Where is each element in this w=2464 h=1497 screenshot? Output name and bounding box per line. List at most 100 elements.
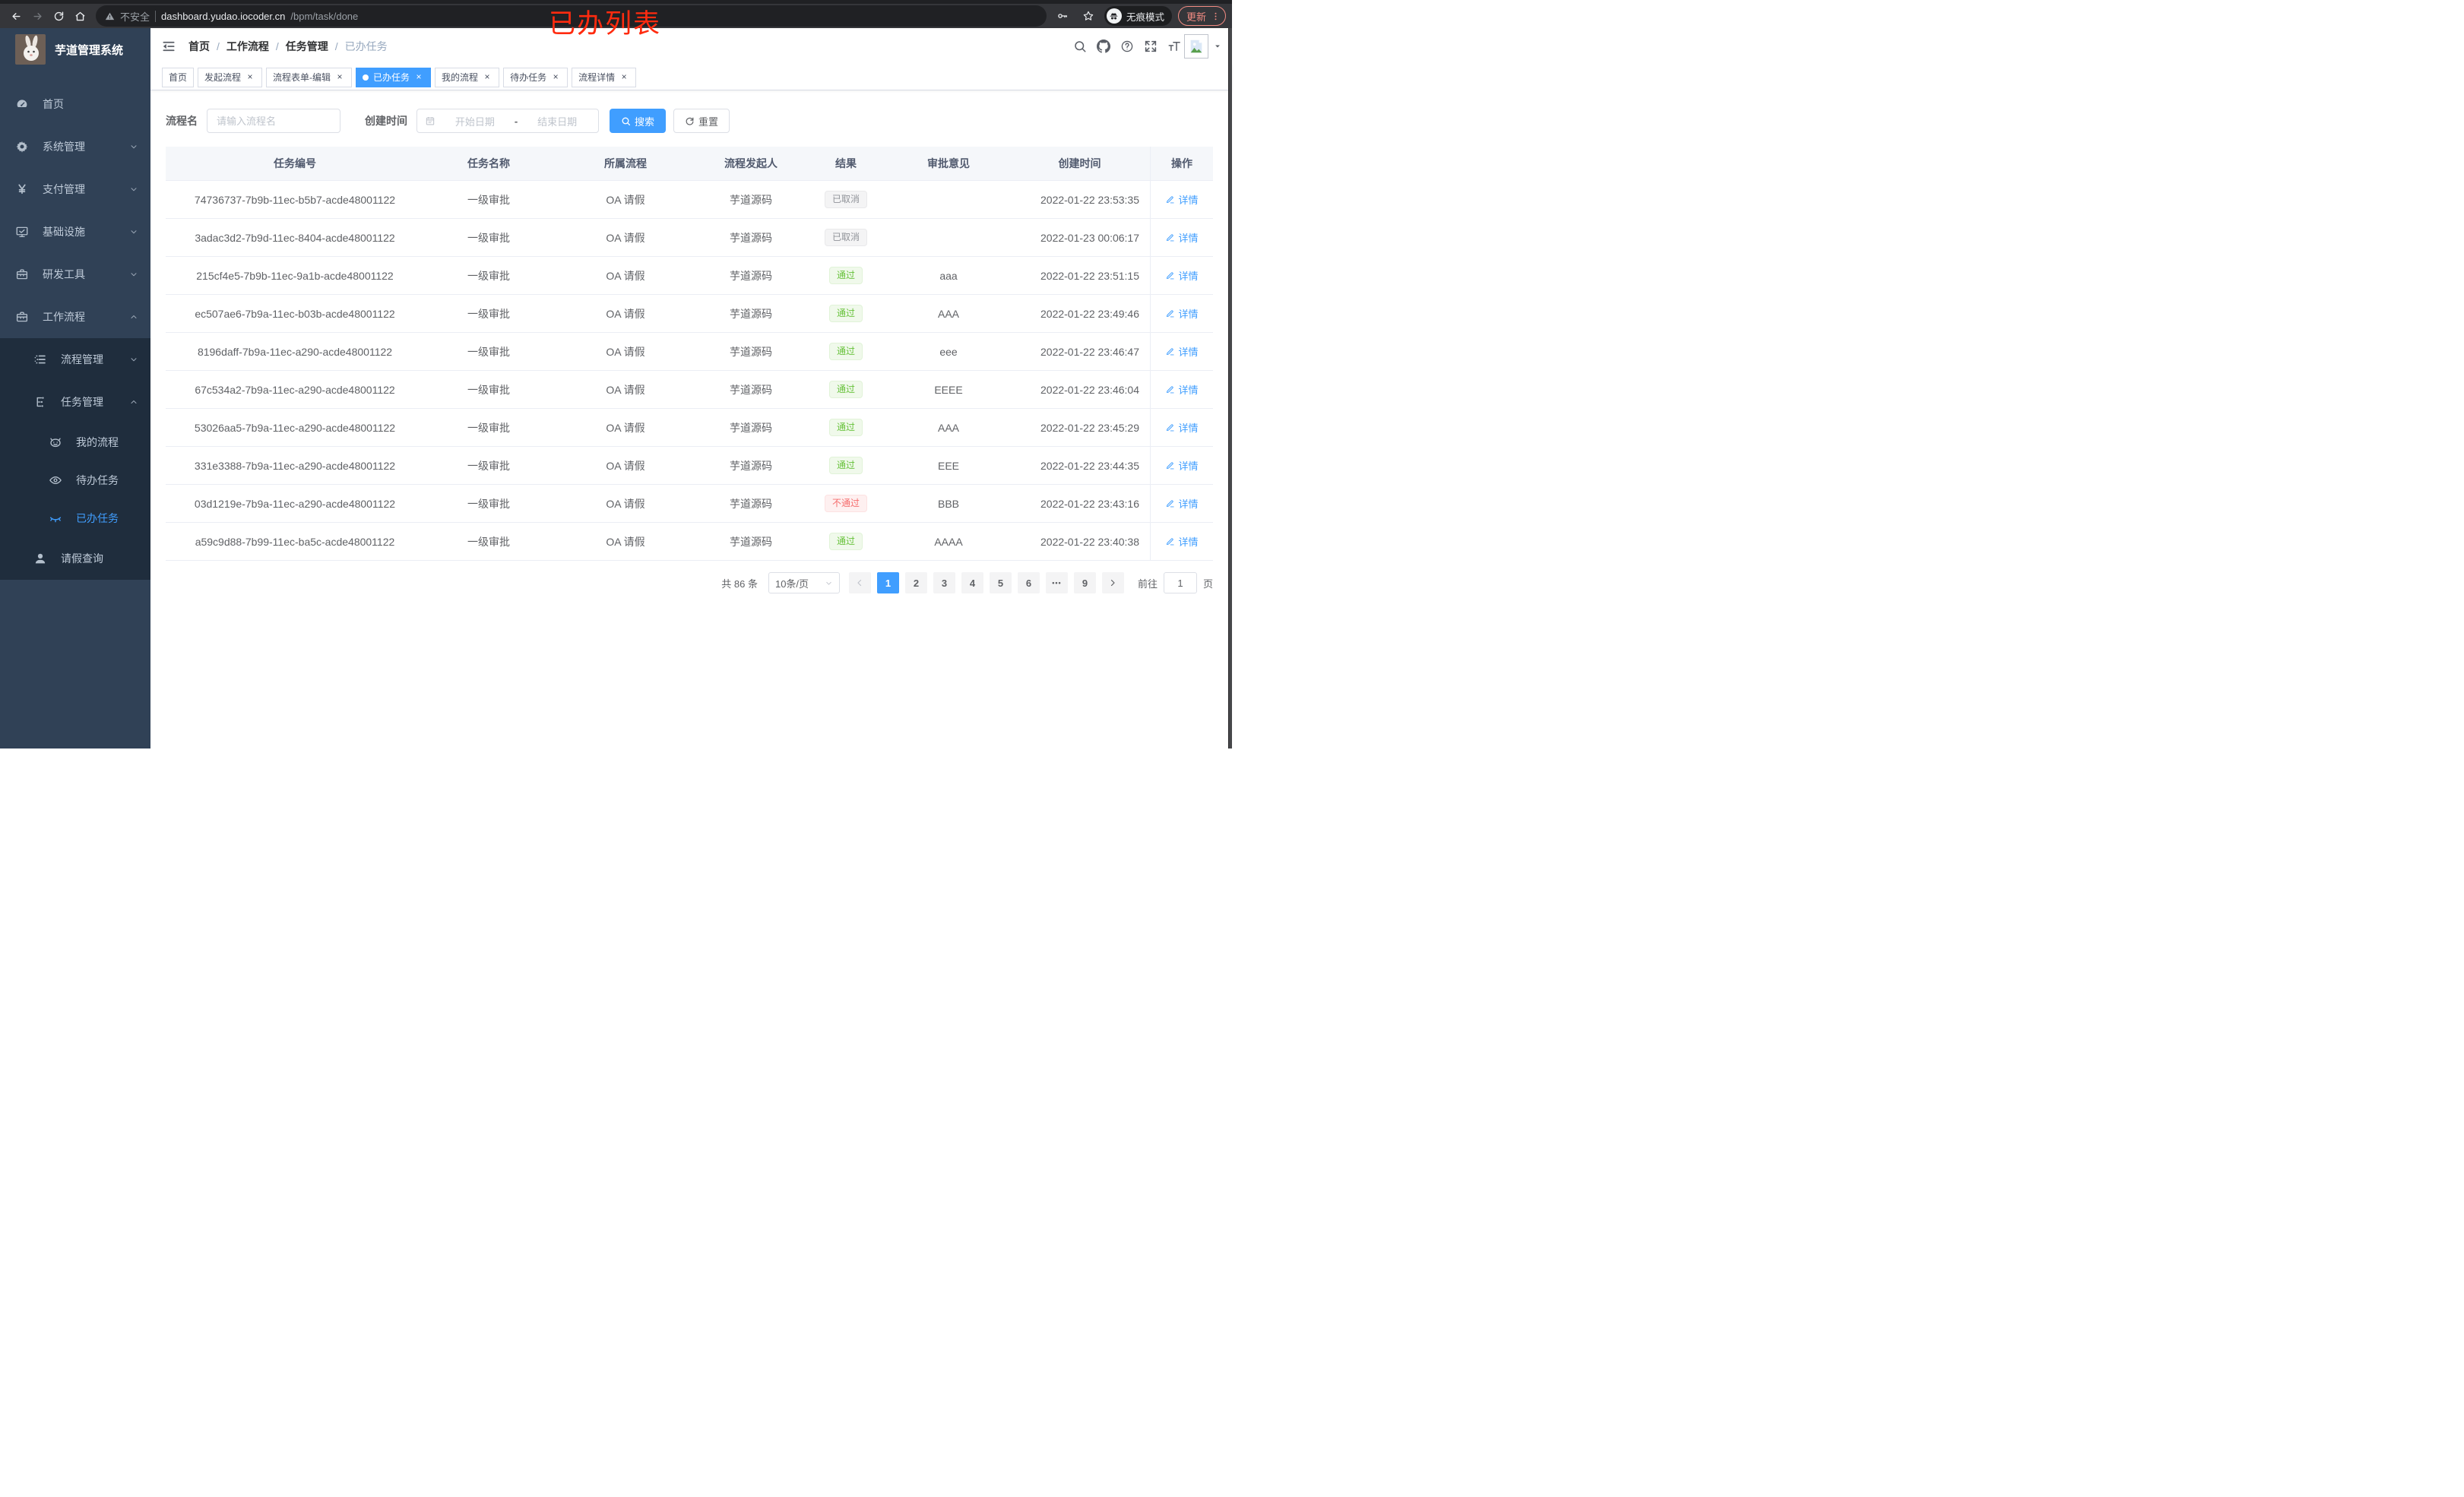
tab-close-icon[interactable]: × [416, 71, 422, 82]
avatar[interactable] [1184, 34, 1208, 59]
tab-close-icon[interactable]: × [553, 71, 559, 82]
address-bar[interactable]: 不安全 dashboard.yudao.iocoder.cn/bpm/task/… [96, 5, 1047, 27]
tab-7[interactable]: 流程详情 × [572, 67, 637, 87]
search-icon[interactable] [1073, 40, 1087, 53]
page-button-1[interactable]: 1 [876, 572, 899, 593]
browser-home-icon[interactable] [70, 6, 90, 26]
app-logo[interactable]: 芋道管理系统 [0, 28, 150, 71]
github-icon[interactable] [1097, 40, 1110, 53]
sidebar-collapse-icon[interactable] [161, 39, 176, 54]
detail-link[interactable]: 详情 [1165, 268, 1199, 283]
edit-icon [1165, 309, 1175, 318]
key-icon[interactable] [1053, 6, 1072, 26]
edit-icon [1165, 460, 1175, 470]
prev-page-button[interactable] [848, 572, 871, 593]
breadcrumb-item-1[interactable]: 首页 [188, 40, 210, 52]
next-page-button[interactable] [1101, 572, 1124, 593]
page-size-select[interactable]: 10条/页 [768, 572, 840, 593]
result-badge: 通过 [828, 380, 863, 399]
incognito-label: 无痕模式 [1126, 11, 1164, 23]
page-button-5[interactable]: 5 [989, 572, 1012, 593]
tab-close-icon[interactable]: × [484, 71, 490, 82]
goto-page-input[interactable] [1163, 572, 1197, 593]
page-button-2[interactable]: 2 [904, 572, 927, 593]
end-date-placeholder[interactable]: 结束日期 [537, 116, 578, 128]
tab-6[interactable]: 待办任务 × [503, 67, 568, 87]
comment-cell [888, 219, 1009, 256]
detail-link[interactable]: 详情 [1165, 534, 1199, 549]
task-id-cell: 67c534a2-7b9a-11ec-a290-acde48001122 [195, 383, 395, 396]
reset-button[interactable]: 重置 [673, 109, 730, 133]
not-secure-warning-icon[interactable] [105, 11, 115, 21]
page-button-4[interactable]: 4 [961, 572, 983, 593]
sidebar-item-label: 流程管理 [61, 353, 103, 366]
result-cell: 通过 [804, 257, 888, 294]
sidebar-item-9[interactable]: 我的流程 [0, 423, 150, 461]
font-size-icon[interactable] [1167, 40, 1181, 53]
detail-link[interactable]: 详情 [1165, 496, 1199, 511]
sidebar-item-1[interactable]: 首页 [0, 83, 150, 125]
breadcrumb-separator: / [334, 40, 338, 52]
detail-link[interactable]: 详情 [1165, 230, 1199, 245]
sidebar-item-2[interactable]: 系统管理 [0, 125, 150, 168]
sidebar-item-5[interactable]: 研发工具 [0, 253, 150, 296]
task-id-cell: 74736737-7b9b-11ec-b5b7-acde48001122 [194, 193, 396, 206]
tab-close-icon[interactable]: × [337, 71, 343, 82]
sidebar-item-label: 支付管理 [43, 183, 85, 195]
browser-menu-dots-icon[interactable] [1211, 11, 1221, 21]
table-row-3: 215cf4e5-7b9b-11ec-9a1b-acde48001122 一级审批… [166, 257, 1213, 295]
sidebar-item-12[interactable]: 请假查询 [0, 537, 150, 580]
tab-3[interactable]: 流程表单-编辑 × [266, 67, 353, 87]
dashboard-icon [15, 97, 32, 111]
task-id-cell: a59c9d88-7b99-11ec-ba5c-acde48001122 [195, 535, 395, 548]
browser-back-icon[interactable] [6, 6, 26, 26]
detail-link[interactable]: 详情 [1165, 192, 1199, 207]
page-button-9[interactable]: 9 [1073, 572, 1096, 593]
window-scrollbar-edge[interactable] [1228, 28, 1232, 748]
breadcrumb-item-3[interactable]: 任务管理 [285, 40, 328, 52]
help-icon[interactable] [1120, 40, 1134, 53]
tab-2[interactable]: 发起流程 × [198, 67, 263, 87]
process-name-label: 流程名 [166, 115, 198, 127]
table-row-8: 331e3388-7b9a-11ec-a290-acde48001122 一级审批… [166, 447, 1213, 485]
task-name-cell: 一级审批 [467, 421, 510, 434]
browser-forward-icon[interactable] [27, 6, 47, 26]
comment-cell: eee [939, 345, 958, 358]
comment-cell: EEEE [934, 383, 963, 396]
sidebar-item-3[interactable]: 支付管理 [0, 168, 150, 210]
bookmark-star-icon[interactable] [1078, 6, 1098, 26]
detail-link[interactable]: 详情 [1165, 344, 1199, 359]
update-button[interactable]: 更新 [1177, 6, 1226, 26]
breadcrumb-item-2[interactable]: 工作流程 [226, 40, 269, 52]
sidebar-item-label: 工作流程 [43, 311, 85, 323]
search-button[interactable]: 搜索 [610, 109, 667, 133]
detail-link[interactable]: 详情 [1165, 382, 1199, 397]
sidebar-item-10[interactable]: 待办任务 [0, 461, 150, 499]
pager-more-button[interactable]: ••• [1045, 572, 1068, 593]
start-date-placeholder[interactable]: 开始日期 [454, 116, 495, 128]
detail-link[interactable]: 详情 [1165, 306, 1199, 321]
tab-close-icon[interactable]: × [247, 71, 253, 82]
process-cell: OA 请假 [606, 307, 645, 320]
browser-reload-icon[interactable] [49, 6, 68, 26]
sidebar-item-8[interactable]: 任务管理 [0, 381, 150, 423]
process-name-input[interactable] [207, 109, 340, 133]
sidebar-item-6[interactable]: 工作流程 [0, 296, 150, 338]
fullscreen-icon[interactable] [1144, 40, 1158, 53]
page-button-3[interactable]: 3 [933, 572, 955, 593]
edit-icon [1165, 233, 1175, 242]
tab-5[interactable]: 我的流程 × [435, 67, 500, 87]
search-icon [622, 117, 631, 125]
sidebar-item-4[interactable]: 基础设施 [0, 210, 150, 253]
browser-toolbar: 不安全 dashboard.yudao.iocoder.cn/bpm/task/… [0, 4, 1232, 28]
date-range-picker[interactable]: 开始日期 - 结束日期 [416, 109, 599, 133]
sidebar-item-7[interactable]: 流程管理 [0, 338, 150, 381]
sidebar-item-11[interactable]: 已办任务 [0, 499, 150, 537]
user-menu[interactable] [1184, 34, 1221, 59]
tab-1[interactable]: 首页 [162, 67, 195, 87]
tab-4[interactable]: 已办任务 × [356, 67, 432, 87]
detail-link[interactable]: 详情 [1165, 458, 1199, 473]
detail-link[interactable]: 详情 [1165, 420, 1199, 435]
tab-close-icon[interactable]: × [621, 71, 627, 82]
page-button-6[interactable]: 6 [1017, 572, 1040, 593]
